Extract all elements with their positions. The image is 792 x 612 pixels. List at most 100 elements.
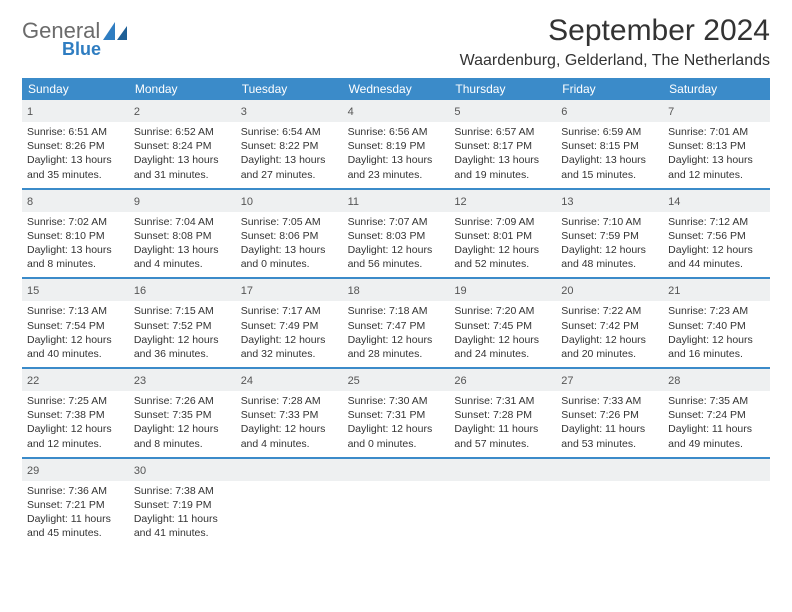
sail-icon [101,20,129,42]
day-number: 22 [27,375,39,387]
day-info: Sunrise: 7:23 AMSunset: 7:40 PMDaylight:… [668,304,765,361]
day-number: 9 [134,196,140,208]
day-number-row: 14 [663,190,770,212]
day-cell: 25 Sunrise: 7:30 AMSunset: 7:31 PMDayligh… [343,369,450,457]
day-number-row [343,459,450,481]
day-number-row: 17 [236,279,343,301]
day-number-row: 26 [449,369,556,391]
week-row: 1 Sunrise: 6:51 AMSunset: 8:26 PMDaylight… [22,100,770,190]
day-number-row: 19 [449,279,556,301]
day-cell [556,459,663,547]
weeks-container: 1 Sunrise: 6:51 AMSunset: 8:26 PMDaylight… [22,100,770,546]
day-info: Sunrise: 7:04 AMSunset: 8:08 PMDaylight:… [134,215,231,272]
day-info: Sunrise: 7:17 AMSunset: 7:49 PMDaylight:… [241,304,338,361]
day-cell: 2 Sunrise: 6:52 AMSunset: 8:24 PMDaylight… [129,100,236,188]
day-number-row: 16 [129,279,236,301]
day-number: 24 [241,375,253,387]
week-row: 8Sunrise: 7:02 AMSunset: 8:10 PMDaylight… [22,190,770,280]
day-number: 3 [241,106,247,118]
day-number: 25 [348,375,360,387]
day-number-row: 27 [556,369,663,391]
day-cell: 5Sunrise: 6:57 AMSunset: 8:17 PMDaylight… [449,100,556,188]
day-info: Sunrise: 7:36 AMSunset: 7:21 PMDaylight:… [27,484,124,541]
day-cell: 20 Sunrise: 7:22 AMSunset: 7:42 PMDayligh… [556,279,663,367]
day-info: Sunrise: 6:59 AMSunset: 8:15 PMDaylight:… [561,125,658,182]
day-cell: 4Sunrise: 6:56 AMSunset: 8:19 PMDaylight… [343,100,450,188]
day-number-row: 25 [343,369,450,391]
day-number: 26 [454,375,466,387]
weekday-header-row: SundayMondayTuesdayWednesdayThursdayFrid… [22,78,770,100]
day-cell: 23Sunrise: 7:26 AMSunset: 7:35 PMDayligh… [129,369,236,457]
day-info: Sunrise: 7:31 AMSunset: 7:28 PMDaylight:… [454,394,551,451]
weekday-header: Wednesday [343,78,450,100]
day-number: 13 [561,196,573,208]
day-number: 8 [27,196,33,208]
title-block: September 2024 Waardenburg, Gelderland, … [460,14,770,70]
day-info: Sunrise: 7:15 AMSunset: 7:52 PMDaylight:… [134,304,231,361]
day-info: Sunrise: 7:38 AMSunset: 7:19 PMDaylight:… [134,484,231,541]
day-number: 7 [668,106,674,118]
day-number: 20 [561,285,573,297]
day-number-row: 11 [343,190,450,212]
day-number-row: 29 [22,459,129,481]
day-info: Sunrise: 7:07 AMSunset: 8:03 PMDaylight:… [348,215,445,272]
day-number-row: 12 [449,190,556,212]
day-cell: 27 Sunrise: 7:33 AMSunset: 7:26 PMDayligh… [556,369,663,457]
logo-text: General Blue [22,20,101,58]
day-cell [449,459,556,547]
day-number: 19 [454,285,466,297]
day-info: Sunrise: 7:35 AMSunset: 7:24 PMDaylight:… [668,394,765,451]
day-cell: 26 Sunrise: 7:31 AMSunset: 7:28 PMDayligh… [449,369,556,457]
day-cell: 30Sunrise: 7:38 AMSunset: 7:19 PMDayligh… [129,459,236,547]
header: General Blue September 2024 Waardenburg,… [22,14,770,70]
day-number: 21 [668,285,680,297]
day-number: 12 [454,196,466,208]
day-cell: 16 Sunrise: 7:15 AMSunset: 7:52 PMDayligh… [129,279,236,367]
day-info: Sunrise: 7:12 AMSunset: 7:56 PMDaylight:… [668,215,765,272]
day-info: Sunrise: 7:22 AMSunset: 7:42 PMDaylight:… [561,304,658,361]
day-info: Sunrise: 7:18 AMSunset: 7:47 PMDaylight:… [348,304,445,361]
day-cell: 7Sunrise: 7:01 AMSunset: 8:13 PMDaylight… [663,100,770,188]
day-info: Sunrise: 6:56 AMSunset: 8:19 PMDaylight:… [348,125,445,182]
day-cell [343,459,450,547]
day-cell: 28Sunrise: 7:35 AMSunset: 7:24 PMDayligh… [663,369,770,457]
location-subtitle: Waardenburg, Gelderland, The Netherlands [460,52,770,70]
day-info: Sunrise: 7:30 AMSunset: 7:31 PMDaylight:… [348,394,445,451]
day-info: Sunrise: 6:52 AMSunset: 8:24 PMDaylight:… [134,125,231,182]
day-number-row: 18 [343,279,450,301]
day-cell: 15 Sunrise: 7:13 AMSunset: 7:54 PMDayligh… [22,279,129,367]
day-number: 18 [348,285,360,297]
day-number-row: 21 [663,279,770,301]
day-cell: 29 Sunrise: 7:36 AMSunset: 7:21 PMDayligh… [22,459,129,547]
month-title: September 2024 [460,14,770,48]
day-cell [236,459,343,547]
day-cell: 18 Sunrise: 7:18 AMSunset: 7:47 PMDayligh… [343,279,450,367]
day-info: Sunrise: 7:05 AMSunset: 8:06 PMDaylight:… [241,215,338,272]
day-info: Sunrise: 7:33 AMSunset: 7:26 PMDaylight:… [561,394,658,451]
day-number-row: 1 [22,100,129,122]
day-number-row [449,459,556,481]
day-info: Sunrise: 7:26 AMSunset: 7:35 PMDaylight:… [134,394,231,451]
day-number: 5 [454,106,460,118]
day-number: 2 [134,106,140,118]
day-info: Sunrise: 6:51 AMSunset: 8:26 PMDaylight:… [27,125,124,182]
day-cell: 10 Sunrise: 7:05 AMSunset: 8:06 PMDayligh… [236,190,343,278]
day-cell: 21 Sunrise: 7:23 AMSunset: 7:40 PMDayligh… [663,279,770,367]
day-number-row: 2 [129,100,236,122]
day-number: 16 [134,285,146,297]
day-number-row: 15 [22,279,129,301]
calendar-grid: SundayMondayTuesdayWednesdayThursdayFrid… [22,78,770,546]
weekday-header: Monday [129,78,236,100]
day-info: Sunrise: 7:28 AMSunset: 7:33 PMDaylight:… [241,394,338,451]
day-number-row: 7 [663,100,770,122]
day-cell: 22Sunrise: 7:25 AMSunset: 7:38 PMDayligh… [22,369,129,457]
day-cell: 19Sunrise: 7:20 AMSunset: 7:45 PMDayligh… [449,279,556,367]
day-number-row: 10 [236,190,343,212]
day-info: Sunrise: 7:13 AMSunset: 7:54 PMDaylight:… [27,304,124,361]
week-row: 29 Sunrise: 7:36 AMSunset: 7:21 PMDayligh… [22,459,770,547]
day-cell: 8Sunrise: 7:02 AMSunset: 8:10 PMDaylight… [22,190,129,278]
day-info: Sunrise: 7:10 AMSunset: 7:59 PMDaylight:… [561,215,658,272]
day-number-row: 5 [449,100,556,122]
day-number-row: 24 [236,369,343,391]
day-cell: 3Sunrise: 6:54 AMSunset: 8:22 PMDaylight… [236,100,343,188]
